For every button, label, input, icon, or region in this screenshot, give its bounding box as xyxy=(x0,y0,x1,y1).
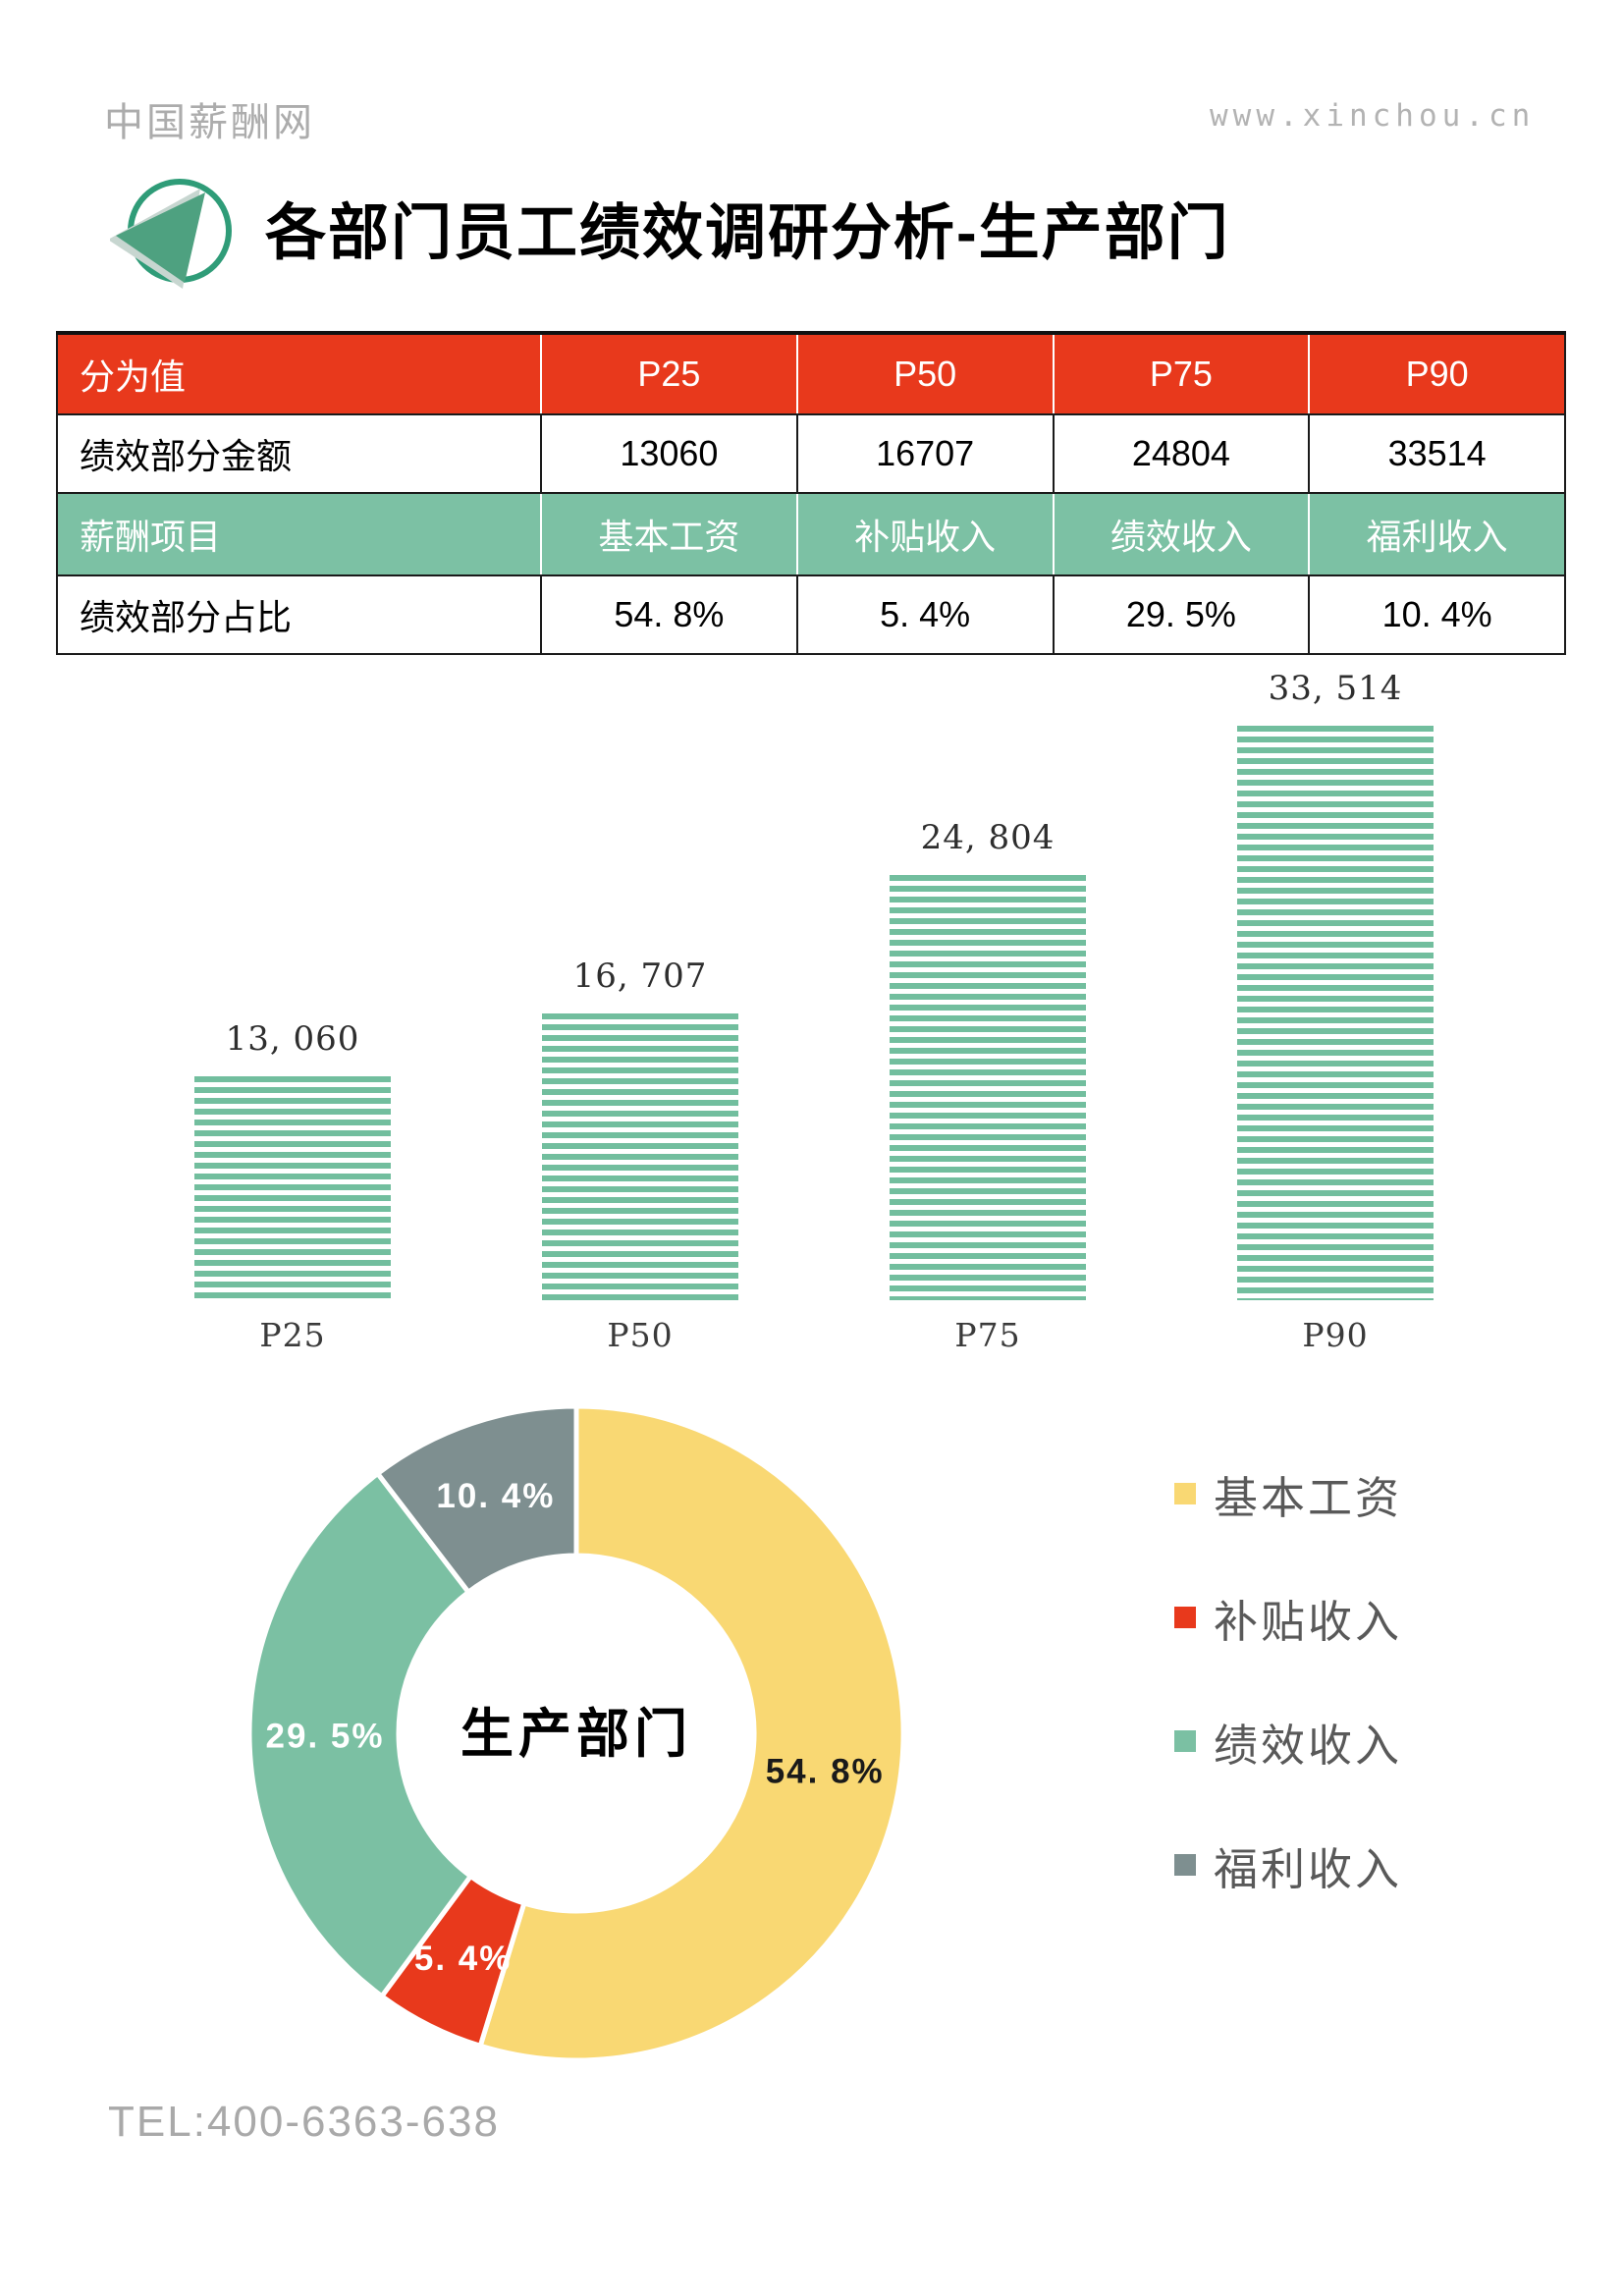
table-cell: 33514 xyxy=(1308,413,1566,494)
table-cell: 福利收入 xyxy=(1308,492,1566,576)
table-row-header: 绩效部分金额 xyxy=(56,413,542,494)
legend-swatch xyxy=(1174,1730,1196,1752)
bar-P50 xyxy=(542,1013,738,1300)
donut-center-label: 生产部门 xyxy=(460,1705,692,1764)
table-cell: 13060 xyxy=(540,413,798,494)
page-title: 各部门员工绩效调研分析-生产部门 xyxy=(265,199,1230,267)
bar-value-label: 33, 514 xyxy=(1268,669,1403,708)
bar-P25 xyxy=(194,1076,391,1300)
donut-slice-福利收入 xyxy=(375,1403,579,1595)
donut-percent-label: 29. 5% xyxy=(266,1717,385,1755)
table-row: 分为值 P25 P50 P75 P90 xyxy=(56,332,1566,415)
table-cell: 基本工资 xyxy=(540,492,798,576)
donut-slice-绩效收入 xyxy=(246,1471,473,1999)
table-row: 薪酬项目 基本工资 补贴收入 绩效收入 福利收入 xyxy=(56,492,1566,576)
table-cell: 绩效收入 xyxy=(1052,492,1311,576)
bar-category-label: P50 xyxy=(607,1316,674,1354)
donut-slice-基本工资 xyxy=(477,1403,906,2063)
website-url: www.xinchou.cn xyxy=(1210,98,1536,134)
legend-label: 福利收入 xyxy=(1214,1843,1403,1894)
bar-category-label: P90 xyxy=(1302,1316,1369,1354)
donut-percent-label: 54. 8% xyxy=(766,1752,885,1790)
footer-phone: TEL:400-6363-638 xyxy=(108,2098,500,2146)
bar-category-label: P75 xyxy=(954,1316,1021,1354)
donut-percent-label: 10. 4% xyxy=(436,1477,555,1515)
legend-swatch xyxy=(1174,1483,1196,1504)
legend-label: 基本工资 xyxy=(1214,1472,1403,1523)
table-cell: P75 xyxy=(1052,332,1311,415)
legend-label: 绩效收入 xyxy=(1214,1720,1403,1771)
table-row-header: 薪酬项目 xyxy=(56,492,542,576)
table-cell: 29. 5% xyxy=(1052,574,1311,655)
legend-item-绩效收入: 绩效收入 xyxy=(1174,1717,1402,1771)
table-cell: P90 xyxy=(1308,332,1566,415)
legend-swatch xyxy=(1174,1854,1196,1876)
bar-value-label: 16, 707 xyxy=(572,957,708,996)
table-cell: 54. 8% xyxy=(540,574,798,655)
table-cell: 24804 xyxy=(1052,413,1311,494)
bar-P75 xyxy=(890,875,1086,1300)
table-row: 绩效部分占比 54. 8% 5. 4% 29. 5% 10. 4% xyxy=(56,574,1566,655)
donut-percent-label: 5. 4% xyxy=(414,1940,512,1978)
bar-value-label: 24, 804 xyxy=(920,818,1056,857)
table-cell: 补贴收入 xyxy=(795,492,1055,576)
title-triangle-icon xyxy=(108,175,240,297)
salary-table: 分为值 P25 P50 P75 P90 绩效部分金额 13060 16707 24804 3351… xyxy=(56,331,1566,655)
table-cell: 10. 4% xyxy=(1308,574,1566,655)
bar-P90 xyxy=(1237,726,1434,1300)
legend-label: 补贴收入 xyxy=(1214,1596,1403,1647)
table-cell: 5. 4% xyxy=(795,574,1055,655)
table-cell: P50 xyxy=(795,332,1055,415)
table-row: 绩效部分金额 13060 16707 24804 33514 xyxy=(56,413,1566,494)
table-row-header: 分为值 xyxy=(56,332,542,415)
legend-item-福利收入: 福利收入 xyxy=(1174,1840,1402,1894)
donut-chart: 54. 8% 5. 4% 29. 5% 10. 4% 生产部门 xyxy=(246,1403,906,2063)
brand-logo-text: 中国薪酬网 xyxy=(104,101,315,144)
legend-item-基本工资: 基本工资 xyxy=(1174,1469,1402,1523)
legend-swatch xyxy=(1174,1607,1196,1628)
table-cell: P25 xyxy=(540,332,798,415)
legend-item-补贴收入: 补贴收入 xyxy=(1174,1593,1402,1647)
table-row-header: 绩效部分占比 xyxy=(56,574,542,655)
bar-value-label: 13, 060 xyxy=(225,1019,360,1059)
bar-category-label: P25 xyxy=(259,1316,326,1354)
table-cell: 16707 xyxy=(795,413,1055,494)
